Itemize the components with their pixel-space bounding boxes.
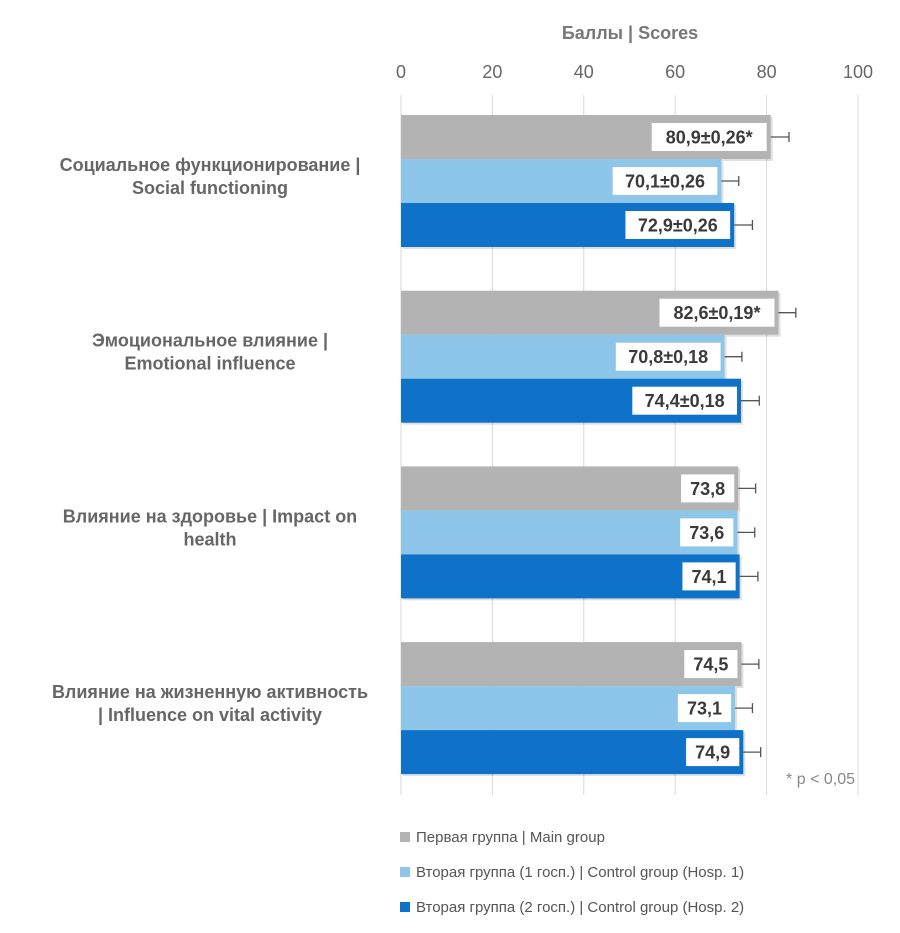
- category-label-line: health: [183, 529, 236, 549]
- data-label-box: [686, 738, 740, 767]
- data-label: 70,8±0,18: [628, 347, 708, 367]
- legend-item: Первая группа | Main group: [400, 828, 744, 846]
- x-tick-label: 40: [574, 62, 594, 82]
- data-label-box: [677, 694, 732, 723]
- legend-item: Вторая группа (1 госп.) | Control group …: [400, 863, 744, 881]
- category-label-line: | Influence on vital activity: [98, 705, 322, 725]
- category-label: Влияние на здоровье | Impact on health: [63, 506, 357, 549]
- data-label: 74,4±0,18: [645, 391, 725, 411]
- data-label-box: [680, 518, 734, 547]
- category-labels: Социальное функционирование | Social func…: [52, 155, 368, 725]
- bars: 80,9±0,26* 70,1±0,26 72,9±0,26 82,6±0,19* 70…: [401, 115, 797, 777]
- data-label-box: [681, 474, 735, 503]
- legend-swatch: [400, 832, 410, 842]
- legend-label: Вторая группа (1 госп.) | Control group …: [416, 863, 745, 881]
- data-label: 73,1: [687, 699, 722, 719]
- x-tick-label: 60: [665, 62, 685, 82]
- data-label-box: [684, 650, 738, 679]
- data-label: 74,9: [695, 743, 730, 763]
- category-label-line: Влияние на жизненную активность: [52, 682, 368, 702]
- data-label-box: [651, 123, 767, 151]
- data-label-box: [632, 386, 738, 415]
- x-tick-label: 80: [757, 62, 777, 82]
- category-label: Социальное функционирование | Social func…: [60, 155, 361, 198]
- legend-swatch: [400, 867, 410, 877]
- category-label-line: Эмоциональное влияние |: [92, 331, 328, 351]
- data-label-box: [682, 562, 736, 591]
- data-label: 74,5: [693, 655, 728, 675]
- data-label: 74,1: [692, 567, 727, 587]
- category-label-line: Social functioning: [132, 178, 288, 198]
- data-label-box: [612, 167, 718, 195]
- category-label: Влияние на жизненную активность | Influen…: [52, 682, 368, 725]
- category-label-line: Влияние на здоровье | Impact on: [63, 506, 357, 526]
- data-label: 82,6±0,19*: [674, 303, 761, 323]
- significance-note: * p < 0,05: [786, 771, 855, 788]
- legend-item: Вторая группа (2 госп.) | Control group …: [400, 898, 744, 916]
- x-tick-label: 100: [843, 62, 873, 82]
- category-label: Эмоциональное влияние | Emotional influen…: [92, 331, 328, 374]
- legend-swatch: [400, 902, 410, 912]
- data-label: 70,1±0,26: [625, 172, 705, 192]
- data-label: 73,6: [689, 523, 724, 543]
- legend: Первая группа | Main group Вторая группа …: [400, 828, 744, 933]
- data-label: 72,9±0,26: [638, 216, 718, 236]
- data-label-box: [615, 342, 721, 371]
- data-label: 73,8: [690, 479, 725, 499]
- x-tick-label: 20: [482, 62, 502, 82]
- legend-label: Первая группа | Main group: [416, 828, 605, 846]
- chart-title: Баллы | Scores: [562, 23, 698, 43]
- x-tick-label: 0: [396, 62, 406, 82]
- data-label-box: [659, 298, 775, 327]
- category-label-line: Emotional influence: [124, 354, 295, 374]
- x-axis-ticks: 0 20 40 60 80 100: [396, 62, 873, 82]
- data-label-box: [625, 211, 731, 239]
- data-label: 80,9±0,26*: [666, 128, 753, 148]
- legend-label: Вторая группа (2 госп.) | Control group …: [416, 898, 745, 916]
- category-label-line: Социальное функционирование |: [60, 155, 361, 175]
